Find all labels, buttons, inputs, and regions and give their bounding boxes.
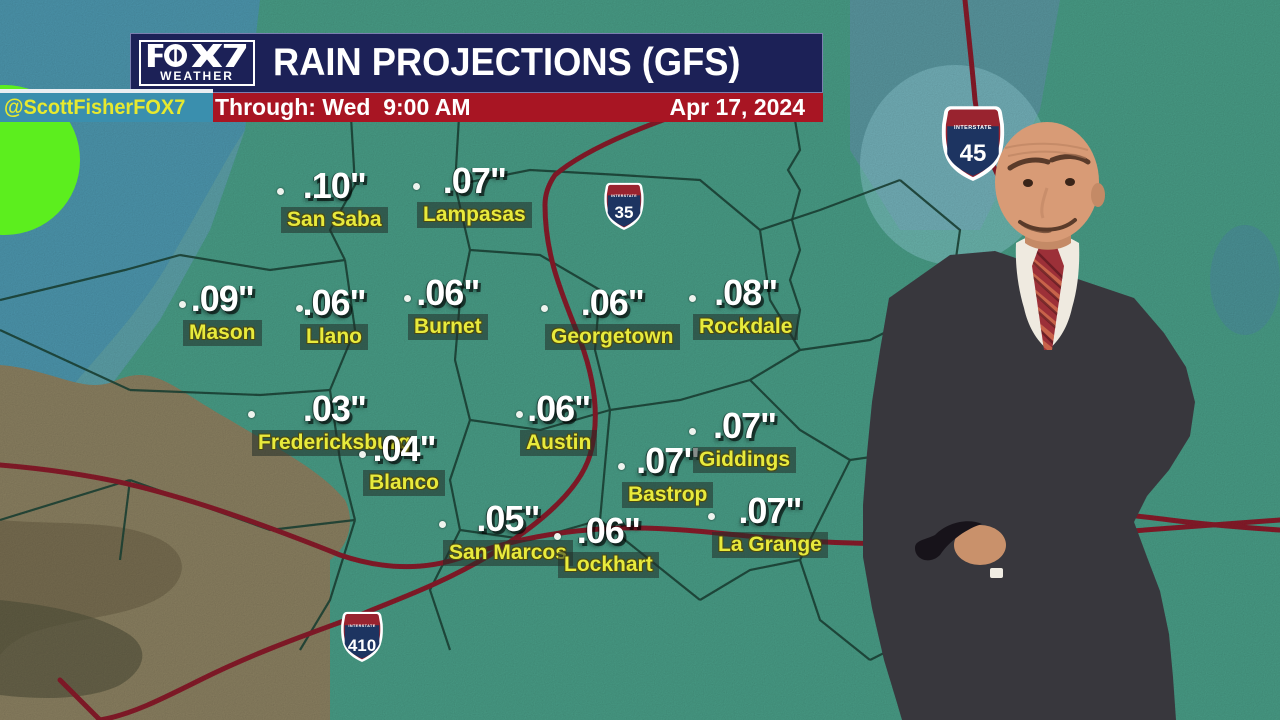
svg-text:INTERSTATE: INTERSTATE [348, 624, 375, 628]
svg-text:410: 410 [348, 636, 376, 655]
svg-text:INTERSTATE: INTERSTATE [611, 194, 637, 198]
svg-text:35: 35 [615, 203, 634, 222]
